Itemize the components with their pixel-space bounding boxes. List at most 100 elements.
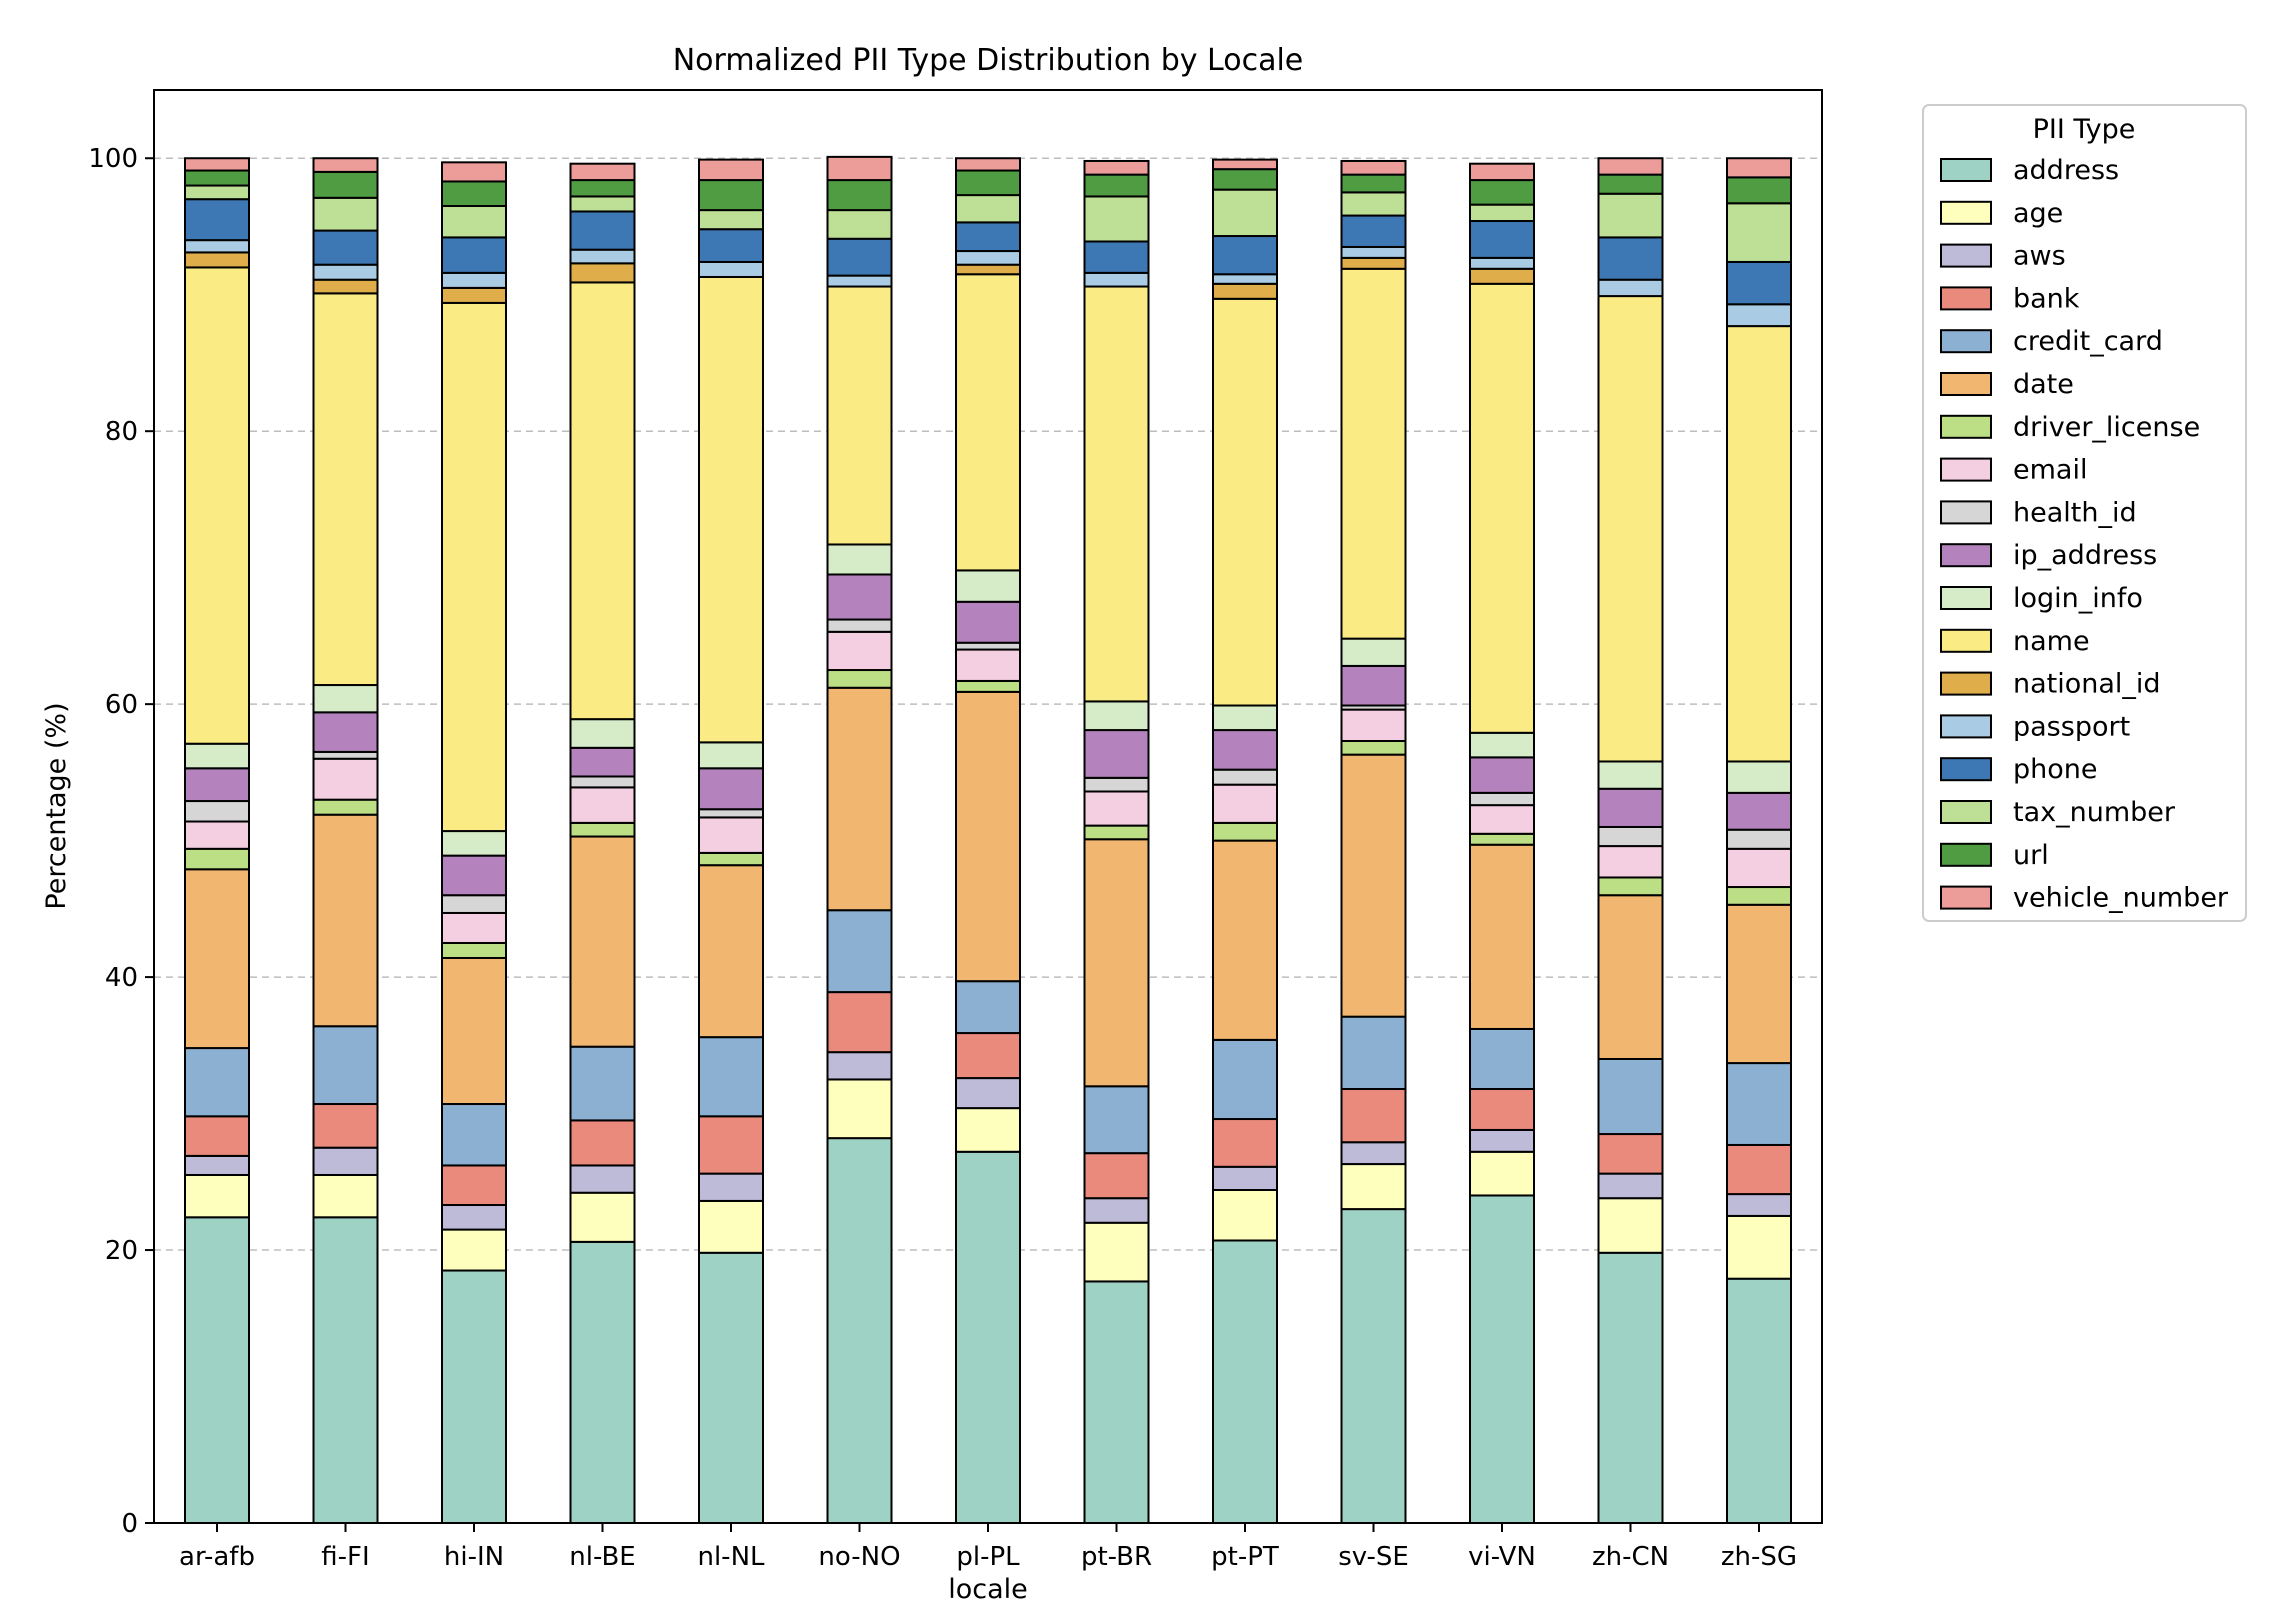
bar-segment-tax_number-pt-BR xyxy=(1083,195,1150,243)
bar-segment-phone-no-NO xyxy=(826,237,893,277)
axes: 0 20 40 60 80 100 ar-afb fi-FI hi-IN nl-BE nl-NL no… xyxy=(88,144,1797,1572)
bar-segment-passport-ar-afb xyxy=(184,239,250,254)
bar-segment-tax_number-vi-VN xyxy=(1469,203,1535,223)
x-tick-label: ar-afb xyxy=(179,1542,255,1572)
bar-segment-name-vi-VN xyxy=(1469,282,1535,734)
legend-swatch-email xyxy=(1940,457,1992,482)
bar-segment-age-nl-BE xyxy=(569,1191,636,1243)
x-tick-label: zh-SG xyxy=(1721,1542,1797,1572)
legend-label-date: date xyxy=(2013,369,2074,400)
bar-segment-national_id-vi-VN xyxy=(1469,267,1535,285)
bar-segment-age-sv-SE xyxy=(1340,1163,1407,1211)
bar-segment-date-pl-PL xyxy=(955,690,1021,983)
bar-segment-bank-vi-VN xyxy=(1469,1088,1535,1131)
bar-segment-email-nl-BE xyxy=(569,786,636,824)
bar-segment-url-pl-PL xyxy=(955,169,1021,197)
bar-segment-bank-nl-BE xyxy=(569,1119,636,1167)
bar-segment-email-nl-NL xyxy=(698,816,764,854)
bar-segment-vehicle_number-fi-FI xyxy=(312,157,379,173)
bar-segment-address-pl-PL xyxy=(955,1150,1021,1525)
bar-segment-age-pt-PT xyxy=(1212,1188,1278,1242)
x-tick-label: hi-IN xyxy=(444,1542,504,1572)
legend-label-phone: phone xyxy=(2013,754,2098,785)
bar-segment-login_info-vi-VN xyxy=(1469,731,1535,759)
bar-segment-health_id-hi-IN xyxy=(441,894,507,914)
legend-label-ip_address: ip_address xyxy=(2013,540,2157,571)
legend-swatch-url xyxy=(1940,842,1992,867)
x-tick-label: sv-SE xyxy=(1338,1542,1409,1572)
legend-label-email: email xyxy=(2013,455,2087,486)
bar-segment-passport-pl-PL xyxy=(955,250,1021,266)
bar-segment-login_info-pl-PL xyxy=(955,569,1021,603)
legend-label-aws: aws xyxy=(2013,241,2066,272)
bar-segment-name-nl-NL xyxy=(698,275,764,744)
bar-segment-tax_number-sv-SE xyxy=(1340,191,1407,217)
bar-segment-passport-no-NO xyxy=(826,274,893,288)
bar-segment-vehicle_number-zh-CN xyxy=(1597,157,1664,176)
bar-segment-credit_card-fi-FI xyxy=(312,1025,379,1106)
bar-segment-phone-pl-PL xyxy=(955,221,1021,253)
bar-segment-age-fi-FI xyxy=(312,1173,379,1219)
bar-segment-email-zh-SG xyxy=(1726,847,1792,889)
legend-label-address: address xyxy=(2013,155,2119,186)
bar-segment-login_info-fi-FI xyxy=(312,684,379,714)
bar-segment-login_info-nl-NL xyxy=(698,741,764,770)
bar-segment-date-no-NO xyxy=(826,686,893,912)
bar-segment-phone-pt-BR xyxy=(1083,240,1150,274)
bar-segment-email-vi-VN xyxy=(1469,804,1535,835)
x-tick-label: pl-PL xyxy=(956,1542,1020,1572)
bar-segment-credit_card-sv-SE xyxy=(1340,1015,1407,1091)
bar-segment-driver_license-hi-IN xyxy=(441,941,507,959)
bar-segment-email-sv-SE xyxy=(1340,708,1407,742)
bar-segment-name-pt-PT xyxy=(1212,297,1278,707)
bar-segment-driver_license-no-NO xyxy=(826,669,893,689)
legend-frame xyxy=(1922,104,2247,922)
bar-segment-url-pt-BR xyxy=(1083,173,1150,198)
bar-segment-aws-sv-SE xyxy=(1340,1141,1407,1166)
bar-segment-driver_license-nl-BE xyxy=(569,821,636,838)
x-tick-label: fi-FI xyxy=(321,1542,369,1572)
bar-segment-email-ar-afb xyxy=(184,820,250,850)
bar-segment-tax_number-ar-afb xyxy=(184,184,250,201)
bar-segment-phone-zh-CN xyxy=(1597,236,1664,281)
legend-swatch-health_id xyxy=(1940,500,1992,525)
bar-segment-passport-zh-CN xyxy=(1597,278,1664,298)
bar-segment-national_id-sv-SE xyxy=(1340,256,1407,270)
legend-swatch-passport xyxy=(1940,714,1992,739)
bar-segment-tax_number-zh-SG xyxy=(1726,202,1792,263)
bar-segment-phone-sv-SE xyxy=(1340,214,1407,248)
bar-segment-aws-ar-afb xyxy=(184,1154,250,1176)
bar-segment-phone-nl-BE xyxy=(569,210,636,251)
bar-segment-ip_address-vi-VN xyxy=(1469,756,1535,794)
bar-segment-tax_number-pl-PL xyxy=(955,194,1021,224)
bar-segment-url-pt-PT xyxy=(1212,168,1278,191)
bar-segment-credit_card-ar-afb xyxy=(184,1047,250,1118)
legend-label-url: url xyxy=(2013,840,2049,871)
bar-segment-tax_number-zh-CN xyxy=(1597,192,1664,239)
bar-segment-date-vi-VN xyxy=(1469,843,1535,1030)
x-axis-label: locale xyxy=(948,1574,1028,1605)
x-tick-label: pt-PT xyxy=(1211,1542,1279,1572)
legend: PII Type address age aws bank credit_carddat… xyxy=(1922,104,2247,922)
bar-segment-email-no-NO xyxy=(826,630,893,672)
bar-segment-passport-nl-BE xyxy=(569,248,636,265)
bar-segment-age-ar-afb xyxy=(184,1173,250,1219)
legend-swatch-address xyxy=(1940,158,1992,182)
bar-segment-aws-pl-PL xyxy=(955,1077,1021,1110)
bar-segment-passport-vi-VN xyxy=(1469,256,1535,270)
x-tick-label: no-NO xyxy=(818,1542,900,1572)
bar-segment-health_id-no-NO xyxy=(826,618,893,633)
bar-segment-age-no-NO xyxy=(826,1078,893,1140)
bar-segment-date-pt-BR xyxy=(1083,838,1150,1088)
bar-segment-national_id-pl-PL xyxy=(955,263,1021,276)
legend-label-name: name xyxy=(2013,626,2090,657)
bar-segment-age-pl-PL xyxy=(955,1107,1021,1153)
bar-segment-health_id-vi-VN xyxy=(1469,791,1535,807)
bar-segment-name-pl-PL xyxy=(955,273,1021,572)
bar-segment-vehicle_number-ar-afb xyxy=(184,157,250,172)
bar-segment-email-pt-PT xyxy=(1212,783,1278,824)
bar-segment-login_info-nl-BE xyxy=(569,718,636,749)
bar-segment-passport-fi-FI xyxy=(312,263,379,281)
bar-segment-login_info-sv-SE xyxy=(1340,637,1407,667)
bar-segment-phone-nl-NL xyxy=(698,228,764,263)
